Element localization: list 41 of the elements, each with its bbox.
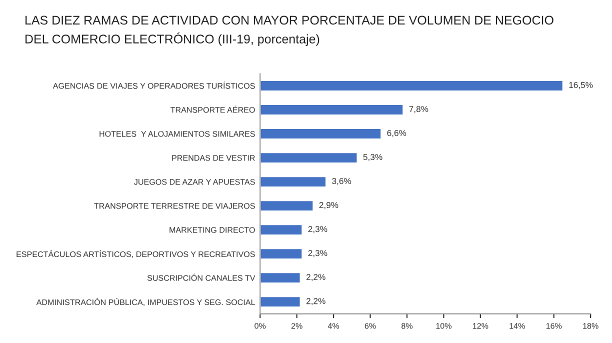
x-tick-label: 4% xyxy=(328,323,340,329)
y-tick-label: ESPECTÁCULOS ARTÍSTICOS, DEPORTIVOS Y RECREATIVOS xyxy=(16,250,255,258)
x-tick-label: 6% xyxy=(364,323,376,329)
x-tick-label: 12% xyxy=(472,323,488,329)
y-tick-label: JUEGOS DE AZAR Y APUESTAS xyxy=(134,179,255,185)
data-label: 2,9% xyxy=(319,202,338,210)
bar xyxy=(260,224,304,236)
x-tick-label: 16% xyxy=(546,323,562,329)
bar xyxy=(260,152,358,164)
y-tick-label: MARKETING DIRECTO xyxy=(170,227,255,233)
y-tick-label: SUSCRIPCIÓN CANALES TV xyxy=(147,274,256,281)
bar xyxy=(260,176,327,188)
data-label: 7,8% xyxy=(409,106,428,114)
x-tick-label: 8% xyxy=(402,323,413,329)
y-tick-label: AGENCIAS DE VIAJES Y OPERADORES TURÍSTICOS xyxy=(52,82,255,89)
bar xyxy=(260,248,304,260)
x-tick-label: 18% xyxy=(583,323,598,329)
y-tick-label: TRANSPORTE AÉREO xyxy=(170,106,255,113)
bar xyxy=(260,272,302,284)
x-tick-label: 0% xyxy=(254,323,266,329)
data-label: 2,3% xyxy=(308,226,328,234)
data-label: 2,2% xyxy=(306,274,326,282)
x-tick-label: 10% xyxy=(436,323,452,329)
bar xyxy=(260,296,302,308)
data-label: 5,3% xyxy=(363,154,382,162)
y-tick-label: PRENDAS DE VESTIR xyxy=(172,155,255,161)
bar xyxy=(260,104,404,116)
data-label: 6,6% xyxy=(387,130,406,138)
data-label: 2,2% xyxy=(306,298,326,306)
data-label: 3,6% xyxy=(332,178,352,186)
x-tick-label: 2% xyxy=(291,323,302,329)
x-tick-label: 14% xyxy=(510,323,525,329)
y-tick-label: ADMINISTRACIÓN PÚBLICA, IMPUESTOS Y SEG. SOCIAL xyxy=(36,298,255,306)
bar xyxy=(260,80,564,92)
data-label: 2,3% xyxy=(308,250,328,258)
y-tick-label: TRANSPORTE TERRESTRE DE VIAJEROS xyxy=(94,203,255,209)
bar xyxy=(260,128,382,140)
data-label: 16,5% xyxy=(569,82,593,90)
y-tick-label: HOTELES Y ALOJAMIENTOS SIMILARES xyxy=(100,131,255,137)
bar xyxy=(260,200,314,212)
chart-title: LAS DIEZ RAMAS DE ACTIVIDAD CON MAYOR PORCENTAJE DE VOLUMEN DE NEGOCIO DEL COMERCIO ELECTRÓNICO (III-19, porcentaje) xyxy=(26,16,554,46)
